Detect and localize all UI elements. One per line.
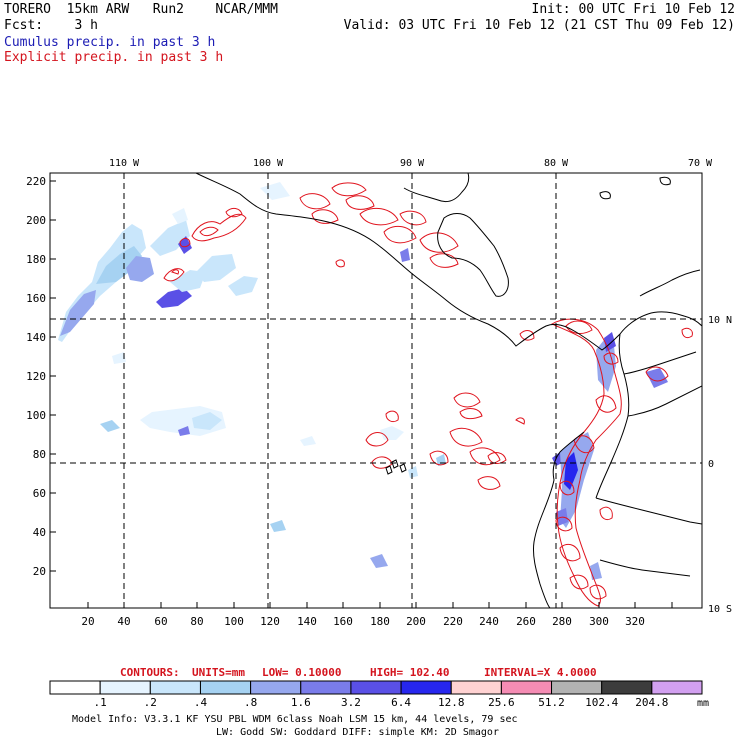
colorbar-swatch [350, 680, 402, 695]
graticule [50, 173, 702, 608]
colorbar-label: 6.4 [391, 696, 411, 709]
y-tick: 40 [33, 526, 46, 539]
cumulus-precip-shading [58, 182, 668, 580]
y-tick: 200 [26, 214, 46, 227]
colorbar-label: 51.2 [538, 696, 565, 709]
colorbar-swatch [199, 680, 252, 695]
colorbar: .1.2.4.8 1.6 3.2 6.4 12.8 25.6 51.2 102.4 204.8 … [49, 680, 709, 709]
model-run-title: TORERO 15km ARW Run2 NCAR/MMM [4, 2, 278, 17]
x-axis: 20 40 60 80 100 120 140 160 180 200 220 … [81, 602, 673, 628]
contour-info: CONTOURS: UNITS=mm LOW= 0.10000 HIGH= 10… [120, 666, 597, 679]
y-tick: 20 [33, 565, 46, 578]
x-tick: 320 [625, 615, 645, 628]
colorbar-units: mm [697, 698, 709, 709]
colorbar-label: .8 [244, 696, 257, 709]
valid-time: Valid: 03 UTC Fri 10 Feb 12 (21 CST Thu … [343, 18, 735, 33]
colorbar-swatch [651, 680, 703, 695]
colorbar-label: 1.6 [291, 696, 311, 709]
colorbar-swatch [500, 680, 553, 695]
coastlines [195, 173, 702, 608]
longitude-labels: 110 W 100 W 90 W 80 W 70 W [109, 158, 713, 169]
y-tick: 160 [26, 292, 46, 305]
x-tick: 220 [443, 615, 463, 628]
x-tick: 120 [260, 615, 280, 628]
contour-interval: INTERVAL=X 4.0000 [484, 666, 597, 679]
explicit-precip-contours [163, 182, 693, 607]
contour-units: UNITS=mm [192, 666, 245, 679]
lat-label-10s: 10 S [708, 604, 732, 615]
x-tick: 300 [589, 615, 609, 628]
y-tick: 100 [26, 409, 46, 422]
lon-label-90w: 90 W [400, 158, 425, 169]
colorbar-swatch [400, 680, 452, 695]
colorbar-label: 102.4 [585, 696, 618, 709]
lon-label-110w: 110 W [109, 158, 140, 169]
x-tick: 260 [516, 615, 536, 628]
colorbar-label: 12.8 [438, 696, 465, 709]
cumulus-field-label: Cumulus precip. in past 3 h [4, 35, 216, 50]
lon-label-100w: 100 W [253, 158, 284, 169]
colorbar-swatch [300, 680, 352, 695]
x-tick: 140 [297, 615, 317, 628]
colorbar-swatch [49, 680, 101, 695]
map-plot-area [50, 173, 702, 608]
lon-label-80w: 80 W [544, 158, 569, 169]
init-time: Init: 00 UTC Fri 10 Feb 12 [531, 2, 736, 17]
colorbar-swatch [450, 680, 502, 695]
y-axis: 220 200 180 160 140 120 100 80 60 40 20 [26, 175, 56, 578]
latitude-labels: 10 N 0 10 S [708, 315, 732, 615]
model-info-line: Model Info: V3.3.1 KF YSU PBL WDM 6class… [72, 714, 518, 725]
colorbar-label: .2 [144, 696, 157, 709]
x-tick: 240 [479, 615, 499, 628]
colorbar-swatch [99, 680, 151, 695]
x-tick: 160 [333, 615, 353, 628]
colorbar-label: .1 [94, 696, 107, 709]
colorbar-label: 204.8 [635, 696, 668, 709]
contour-low: LOW= 0.10000 [262, 666, 341, 679]
physics-info-line: LW: Godd SW: Goddard DIFF: simple KM: 2D… [216, 727, 499, 738]
lon-label-70w: 70 W [688, 158, 713, 169]
x-tick: 280 [552, 615, 572, 628]
contour-high: HIGH= 102.40 [370, 666, 449, 679]
colorbar-swatch [149, 680, 201, 695]
y-tick: 140 [26, 331, 46, 344]
x-tick: 60 [154, 615, 167, 628]
explicit-field-label: Explicit precip. in past 3 h [4, 50, 224, 65]
lat-label-0: 0 [708, 459, 714, 470]
x-tick: 200 [406, 615, 426, 628]
x-tick: 40 [117, 615, 130, 628]
y-tick: 180 [26, 253, 46, 266]
forecast-hour: Fcst: 3 h [4, 18, 98, 33]
x-tick: 180 [370, 615, 390, 628]
y-tick: 60 [33, 487, 46, 500]
colorbar-swatch [250, 680, 302, 695]
y-tick: 220 [26, 175, 46, 188]
x-tick: 20 [81, 615, 94, 628]
y-tick: 120 [26, 370, 46, 383]
colorbar-label: 25.6 [488, 696, 515, 709]
colorbar-swatch [601, 680, 653, 695]
x-tick: 80 [190, 615, 203, 628]
footer: Model Info: V3.3.1 KF YSU PBL WDM 6class… [72, 714, 518, 738]
lat-label-10n: 10 N [708, 315, 732, 326]
contour-label: CONTOURS: [120, 666, 180, 679]
y-tick: 80 [33, 448, 46, 461]
colorbar-label: .4 [194, 696, 208, 709]
x-tick: 100 [224, 615, 244, 628]
map-frame [49, 172, 703, 609]
colorbar-label: 3.2 [341, 696, 361, 709]
colorbar-swatch [551, 680, 603, 695]
